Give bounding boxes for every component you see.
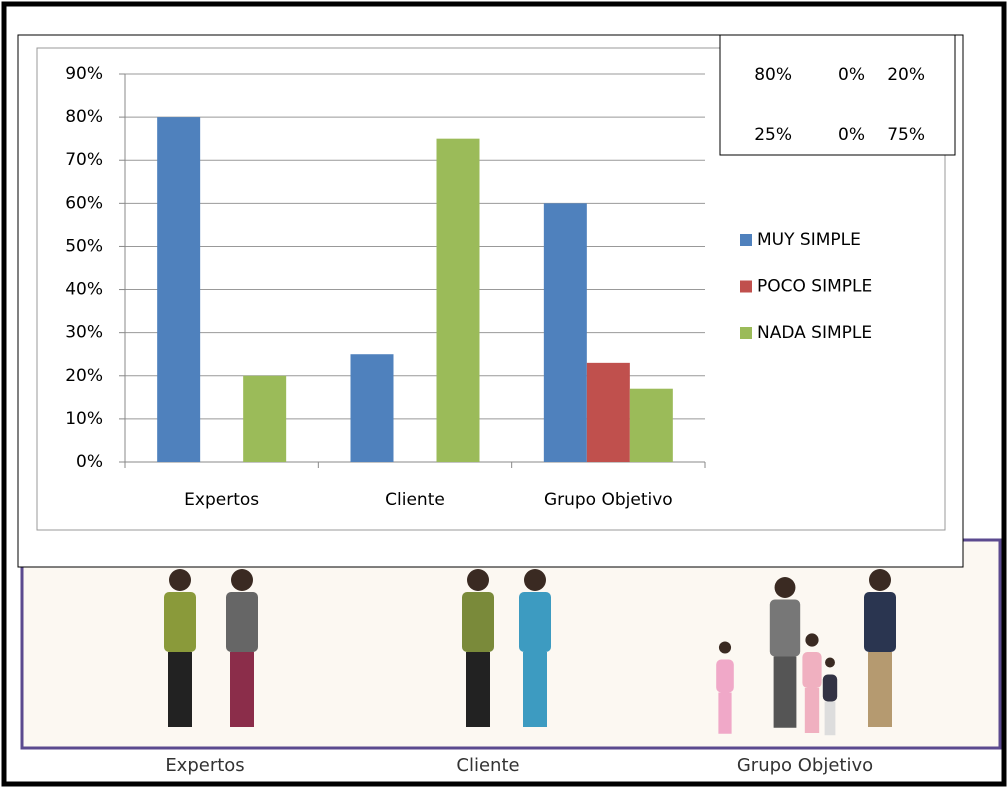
bar xyxy=(586,362,630,462)
person-torso xyxy=(716,659,734,693)
person-legs xyxy=(773,656,797,728)
person-legs xyxy=(523,652,547,727)
legend-swatch xyxy=(740,280,752,293)
x-tick-label: Cliente xyxy=(385,490,445,510)
legend-label: POCO SIMPLE xyxy=(757,277,872,297)
person-torso xyxy=(822,674,838,702)
x-tick-label: Grupo Objetivo xyxy=(544,490,673,510)
y-tick-label: 30% xyxy=(65,323,103,343)
illustration-caption: Cliente xyxy=(456,755,519,776)
y-tick-label: 20% xyxy=(65,366,103,386)
legend-swatch xyxy=(740,234,752,246)
y-tick-label: 70% xyxy=(65,150,103,170)
legend-swatch xyxy=(740,327,752,339)
x-tick-label: Expertos xyxy=(184,490,259,510)
y-tick-label: 10% xyxy=(65,409,103,429)
person-head xyxy=(774,577,796,598)
person-torso xyxy=(519,592,551,652)
illustration-caption: Expertos xyxy=(165,755,244,776)
illustration-caption: Grupo Objetivo xyxy=(737,755,873,776)
person-legs xyxy=(868,652,892,727)
illustrations xyxy=(164,569,896,736)
y-tick-label: 40% xyxy=(65,280,103,300)
person-legs xyxy=(804,688,820,733)
person-head xyxy=(869,569,891,591)
person-legs xyxy=(718,692,732,734)
inset-cell: 25% xyxy=(754,125,792,145)
inset-cell: 80% xyxy=(754,65,792,85)
bar xyxy=(157,117,201,462)
person-torso xyxy=(802,652,822,688)
bar xyxy=(543,203,587,463)
person-legs xyxy=(824,701,836,736)
person-head xyxy=(524,569,546,591)
person-head xyxy=(231,569,253,591)
person-torso xyxy=(462,592,494,652)
bar xyxy=(436,138,480,462)
inset-cell: 0% xyxy=(838,65,865,85)
person-torso xyxy=(226,592,258,652)
legend-label: MUY SIMPLE xyxy=(757,230,861,250)
person-head xyxy=(718,641,732,654)
inset-cell: 75% xyxy=(887,125,925,145)
inset-cell: 20% xyxy=(887,65,925,85)
inset-cell: 0% xyxy=(838,125,865,145)
person-head xyxy=(825,657,835,668)
y-tick-label: 90% xyxy=(65,64,103,84)
legend-label: NADA SIMPLE xyxy=(757,323,872,343)
bar xyxy=(629,388,673,462)
y-tick-label: 80% xyxy=(65,107,103,127)
bar xyxy=(350,354,394,462)
y-tick-label: 60% xyxy=(65,193,103,213)
person-torso xyxy=(769,599,801,657)
bar xyxy=(243,375,287,462)
chart: 0% 10% 20% 30% 40% 50% 60% 70% 80% 90% Expertos Cli… xyxy=(65,64,925,510)
person-head xyxy=(467,569,489,591)
person-legs xyxy=(168,652,192,727)
inset-box xyxy=(719,34,956,156)
person-legs xyxy=(230,652,254,727)
y-tick-label: 50% xyxy=(65,236,103,256)
person-head xyxy=(169,569,191,591)
person-torso xyxy=(864,592,896,652)
y-tick-label: 0% xyxy=(76,452,103,472)
person-head xyxy=(805,633,819,647)
person-legs xyxy=(466,652,490,727)
person-torso xyxy=(164,592,196,652)
